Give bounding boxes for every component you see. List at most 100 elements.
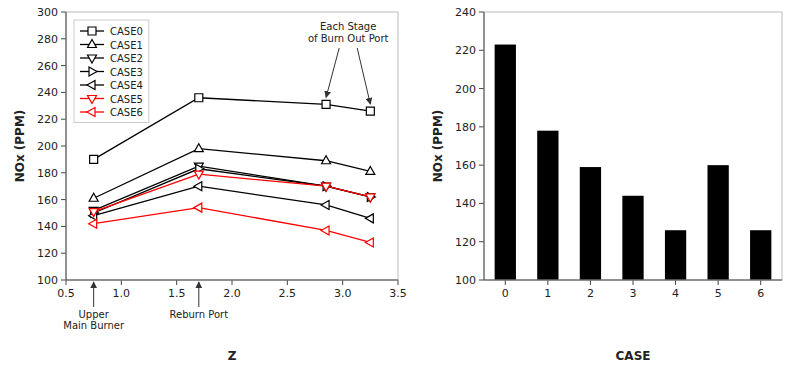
x-tick-label: 1.0	[113, 287, 131, 300]
series-marker	[89, 219, 97, 228]
y-tick-label: 140	[37, 220, 58, 233]
series-line	[94, 98, 371, 160]
annotation-text: Reburn Port	[169, 309, 228, 320]
y-tick	[479, 88, 484, 89]
series-line	[94, 208, 371, 243]
x-tick	[718, 280, 719, 285]
y-tick	[479, 280, 484, 281]
legend-swatch-marker	[89, 67, 97, 76]
series-line	[94, 174, 371, 212]
x-axis-line	[66, 280, 398, 281]
x-tick	[675, 280, 676, 285]
y-tick	[61, 226, 66, 227]
x-tick-label: 1	[544, 287, 551, 300]
y-tick	[479, 50, 484, 51]
series-marker	[195, 94, 203, 102]
annotation: Each Stageof Burn Out Port	[308, 21, 389, 104]
bar-panel: 100120140160180200220240NOx (PPM)0123456…	[431, 6, 782, 363]
y-tick-label: 200	[455, 83, 476, 96]
legend-swatch-marker	[88, 27, 96, 35]
y-tick-label: 100	[455, 274, 476, 287]
x-tick	[176, 280, 177, 285]
annotation-text-line: Main Burner	[63, 320, 125, 331]
x-tick-label: 0.5	[57, 287, 75, 300]
chart-root: 100120140160180200220240260280300NOx (PP…	[0, 0, 796, 380]
x-tick-label: 2.0	[223, 287, 241, 300]
series-marker	[366, 166, 375, 174]
series-marker	[322, 183, 331, 191]
y-tick	[479, 203, 484, 204]
y-tick-label: 160	[37, 194, 58, 207]
bar	[708, 165, 729, 280]
annotation: UpperMain Burner	[63, 282, 125, 331]
y-tick	[61, 253, 66, 254]
legend-swatch-marker	[87, 108, 95, 117]
annotation-arrow	[93, 282, 94, 307]
x-tick	[342, 280, 343, 285]
legend: CASE0CASE1CASE2CASE3CASE4CASE5CASE6	[74, 20, 149, 123]
y-tick-label: 240	[455, 6, 476, 19]
y-tick-label: 140	[455, 197, 476, 210]
x-tick-label: 0	[502, 287, 509, 300]
annotation-arrow	[326, 48, 339, 97]
x-tick	[547, 280, 548, 285]
y-tick	[61, 146, 66, 147]
x-tick-label: 3.5	[389, 287, 407, 300]
series-marker	[194, 171, 203, 179]
y-tick-label: 300	[37, 6, 58, 19]
x-tick	[66, 280, 67, 285]
y-axis-line	[484, 12, 485, 280]
bar	[580, 167, 601, 280]
x-tick-label: 3	[630, 287, 637, 300]
y-tick-label: 220	[37, 113, 58, 126]
x-tick-label: 3.0	[334, 287, 352, 300]
x-tick-label: 4	[672, 287, 679, 300]
series-marker	[365, 214, 373, 223]
bars	[495, 45, 772, 280]
y-tick	[61, 119, 66, 120]
y-tick	[479, 126, 484, 127]
y-tick	[61, 92, 66, 93]
x-tick	[398, 280, 399, 285]
plot-frame	[66, 12, 398, 280]
x-axis-line	[484, 280, 782, 281]
y-tick	[61, 65, 66, 66]
x-tick	[121, 280, 122, 285]
x-tick	[590, 280, 591, 285]
y-tick-label: 120	[455, 236, 476, 249]
series-marker	[366, 107, 374, 115]
x-tick	[505, 280, 506, 285]
bar	[537, 131, 558, 280]
y-tick-label: 120	[37, 247, 58, 260]
legend-swatch-marker	[87, 81, 95, 90]
legend-swatch-marker	[88, 96, 97, 104]
y-tick	[61, 38, 66, 39]
y-tick	[61, 12, 66, 13]
annotation-arrow	[198, 282, 199, 307]
y-tick-label: 160	[455, 159, 476, 172]
x-tick-label: 6	[757, 287, 764, 300]
y-tick	[61, 280, 66, 281]
y-tick-label: 280	[37, 33, 58, 46]
y-tick-label: 200	[37, 140, 58, 153]
y-tick-label: 180	[37, 167, 58, 180]
series-marker	[90, 155, 98, 163]
x-tick	[287, 280, 288, 285]
legend-label: CASE4	[110, 80, 143, 91]
legend-label: CASE0	[110, 26, 143, 37]
x-axis-label: Z	[228, 349, 237, 363]
annotation-text-line: Upper	[79, 309, 110, 320]
y-tick-label: 180	[455, 121, 476, 134]
series-marker	[194, 144, 203, 152]
x-tick-label: 1.5	[168, 287, 186, 300]
y-tick	[479, 241, 484, 242]
series-marker	[194, 182, 202, 191]
series-marker	[321, 226, 329, 235]
y-tick-label: 220	[455, 44, 476, 57]
y-tick-label: 260	[37, 60, 58, 73]
annotation-text-line: Each Stage	[320, 21, 376, 32]
x-tick-label: 5	[715, 287, 722, 300]
bar	[622, 196, 643, 280]
series-marker	[89, 209, 98, 217]
legend-box	[74, 20, 149, 123]
